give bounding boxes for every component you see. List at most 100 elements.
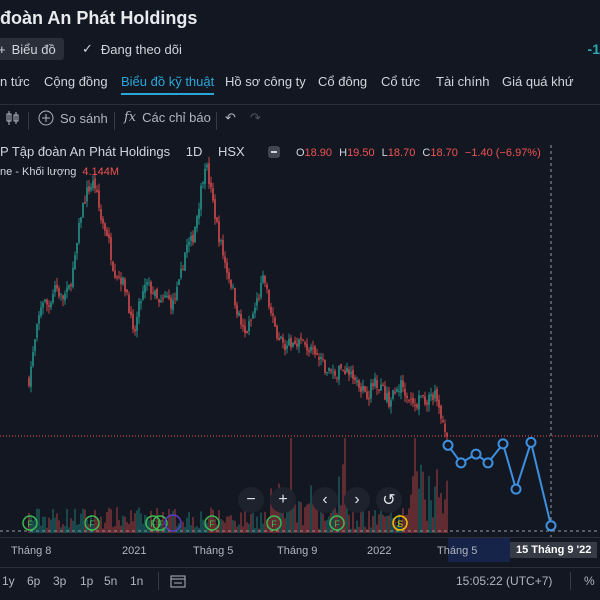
- volume-bar: [28, 512, 30, 533]
- volume-bar: [124, 516, 126, 533]
- chart-button[interactable]: + Biểu đồ: [0, 38, 64, 60]
- volume-bar: [90, 515, 92, 533]
- candle-body: [368, 397, 370, 400]
- close-value: 18.70: [430, 147, 458, 159]
- volume-legend: ne - Khối lượng 4.144M: [0, 166, 119, 178]
- tab-shareholders[interactable]: Cổ đông: [318, 74, 368, 89]
- volume-bar: [214, 518, 216, 533]
- event-marker-label: S: [397, 519, 403, 529]
- range-3m[interactable]: 3p: [53, 574, 67, 588]
- range-6m[interactable]: 6p: [27, 574, 41, 588]
- volume-bar: [402, 508, 404, 533]
- volume-label: ne - Khối lượng: [0, 166, 77, 178]
- percent-toggle[interactable]: %: [584, 574, 595, 588]
- candle-body: [116, 276, 118, 278]
- collapse-legend-icon[interactable]: [268, 146, 281, 158]
- tab-news[interactable]: n tức: [0, 74, 30, 89]
- tab-financials[interactable]: Tài chính: [436, 74, 490, 89]
- undo-icon[interactable]: ↶: [225, 110, 236, 125]
- volume-bar: [308, 503, 310, 533]
- volume-bar: [140, 513, 142, 533]
- tab-community[interactable]: Cộng đồng: [44, 74, 108, 89]
- candle-body: [188, 241, 190, 246]
- scroll-right-button[interactable]: ›: [344, 487, 370, 513]
- time-label: Tháng 8: [11, 545, 52, 557]
- volume-bar: [328, 516, 330, 533]
- volume-bar: [372, 515, 374, 533]
- volume-bar: [172, 510, 174, 533]
- volume-bar: [358, 526, 360, 533]
- volume-bar: [254, 527, 256, 533]
- candle-body: [392, 390, 394, 399]
- volume-bar: [430, 500, 432, 533]
- date-range-icon[interactable]: [170, 574, 186, 591]
- scroll-left-button[interactable]: ‹: [312, 487, 338, 513]
- volume-bar: [304, 507, 306, 533]
- tab-company-profile[interactable]: Hồ sơ công ty: [225, 74, 306, 89]
- reset-chart-button[interactable]: ↺: [376, 487, 402, 513]
- volume-bar: [438, 497, 440, 533]
- volume-bar: [296, 522, 298, 533]
- range-5d[interactable]: 5n: [104, 574, 118, 588]
- zoom-in-button[interactable]: +: [270, 487, 296, 513]
- candle-body: [196, 216, 198, 228]
- range-1y[interactable]: 1y: [2, 574, 15, 588]
- indicators-button[interactable]: fx Các chỉ báo: [124, 110, 211, 125]
- candle-body: [246, 330, 248, 333]
- volume-bar: [150, 510, 152, 533]
- redo-icon[interactable]: ↷: [250, 110, 261, 125]
- candle-body: [186, 244, 188, 253]
- candle-body: [104, 223, 106, 231]
- range-1m[interactable]: 1p: [80, 574, 94, 588]
- candle-body: [388, 391, 390, 407]
- candle-body: [70, 284, 72, 286]
- candlestick-type-icon[interactable]: [6, 110, 20, 126]
- volume-bar: [184, 526, 186, 533]
- candle-body: [170, 297, 172, 309]
- zoom-out-button[interactable]: −: [238, 487, 264, 513]
- compare-button[interactable]: So sánh: [38, 110, 108, 126]
- chart-button-label: Biểu đồ: [11, 41, 56, 57]
- volume-bar: [280, 498, 282, 533]
- candle-body: [422, 395, 424, 397]
- volume-bar: [118, 519, 120, 533]
- forecast-point: [497, 438, 509, 450]
- volume-bar: [136, 510, 138, 533]
- range-1d[interactable]: 1n: [130, 574, 144, 588]
- tab-technical-chart[interactable]: Biểu đồ kỹ thuật: [121, 74, 215, 95]
- volume-bar: [256, 516, 258, 533]
- candle-body: [440, 405, 442, 419]
- volume-bar: [32, 520, 34, 533]
- candle-body: [394, 391, 396, 394]
- candle-body: [88, 186, 90, 192]
- tab-price-history[interactable]: Giá quá khứ: [502, 74, 574, 89]
- volume-bar: [60, 527, 62, 533]
- candle-body: [168, 295, 170, 299]
- candle-body: [78, 222, 80, 243]
- follow-button[interactable]: ✓ Đang theo dõi: [82, 41, 182, 57]
- candle-body: [214, 199, 216, 219]
- candle-body: [296, 343, 298, 347]
- forecast-point: [442, 439, 454, 451]
- volume-bar: [352, 510, 354, 533]
- volume-bar: [434, 486, 436, 533]
- volume-bar: [350, 528, 352, 533]
- price-chart[interactable]: F F F F F F F FS: [0, 105, 600, 537]
- time-axis[interactable]: Tháng 8 2021 Tháng 5 Tháng 9 2022 Tháng …: [0, 537, 600, 562]
- candle-body: [108, 234, 110, 239]
- volume-bar: [230, 515, 232, 533]
- interval-label: 1D: [185, 144, 203, 159]
- event-marker: [164, 514, 182, 532]
- volume-bar: [52, 509, 54, 533]
- candle-body: [120, 277, 122, 285]
- volume-bar: [62, 524, 64, 533]
- volume-bar: [322, 513, 324, 533]
- tab-dividends[interactable]: Cổ tức: [381, 74, 421, 89]
- volume-bar: [428, 476, 430, 533]
- volume-bar: [64, 525, 66, 533]
- event-marker-label: F: [397, 519, 403, 529]
- volume-bar: [264, 511, 266, 533]
- candle-body: [146, 282, 148, 285]
- candle-body: [212, 188, 214, 201]
- volume-value: 4.144M: [82, 166, 120, 178]
